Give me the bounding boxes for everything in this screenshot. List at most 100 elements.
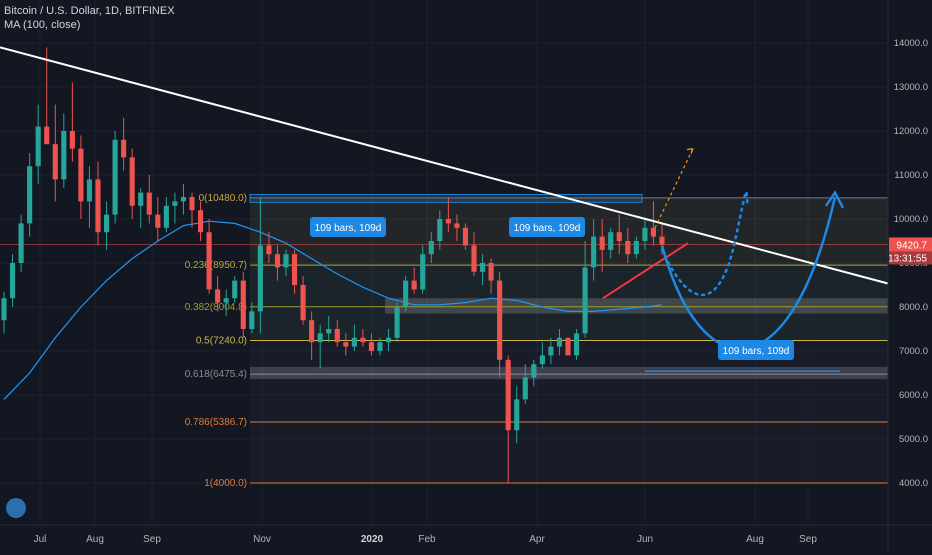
- fib-label: 0.236(8950.7): [185, 260, 247, 271]
- x-tick-label: Jun: [637, 534, 653, 545]
- candle-body: [138, 192, 144, 206]
- candle-body: [514, 399, 520, 431]
- x-tick-label: Jul: [34, 534, 47, 545]
- candle-body: [69, 131, 75, 149]
- symbol-title: Bitcoin / U.S. Dollar, 1D, BITFINEX: [4, 5, 175, 17]
- candle-body: [232, 280, 238, 299]
- candle-body: [633, 241, 639, 255]
- candle-body: [360, 337, 366, 343]
- candle-body: [240, 280, 246, 329]
- fib-band: [250, 265, 888, 341]
- candle-body: [608, 232, 614, 250]
- candle-body: [505, 359, 511, 431]
- candle-body: [283, 254, 289, 268]
- candle-body: [403, 280, 409, 307]
- candle-body: [573, 333, 580, 356]
- y-tick-label: 10000.0: [894, 214, 928, 225]
- candle-body: [445, 219, 451, 224]
- candle-body: [625, 241, 631, 255]
- candle-body: [599, 236, 605, 250]
- y-tick-label: 4000.0: [899, 478, 928, 489]
- candle-body: [291, 254, 298, 285]
- candle-body: [206, 232, 212, 290]
- chart-legend: Bitcoin / U.S. Dollar, 1D, BITFINEX MA (…: [4, 4, 175, 32]
- candle-body: [326, 329, 332, 334]
- countdown-tag: [889, 251, 932, 265]
- candle-body: [223, 298, 229, 303]
- annotation-label: 109 bars, 109d: [315, 223, 382, 234]
- rising-support-line: [602, 242, 689, 300]
- candle-body: [112, 139, 118, 215]
- candle-body: [317, 333, 323, 343]
- candle-body: [18, 223, 24, 263]
- projection-arrow-head: [686, 148, 694, 154]
- support-zone: [250, 366, 888, 380]
- candle-body: [215, 289, 221, 303]
- support-zone: [385, 298, 888, 314]
- candle-body: [35, 126, 41, 167]
- annotation-box: [718, 340, 794, 360]
- candle-body: [616, 232, 622, 241]
- fib-label: 0.5(7240.0): [196, 335, 247, 346]
- y-tick-label: 12000.0: [894, 126, 928, 137]
- candle-body: [163, 205, 169, 228]
- indicator-label: MA (100, close): [4, 19, 81, 31]
- candle-body: [155, 214, 161, 228]
- candle-body: [334, 329, 340, 343]
- candle-body: [266, 245, 272, 255]
- x-tick-label: Aug: [86, 534, 104, 545]
- candle-body: [522, 377, 528, 400]
- candle-body: [420, 254, 426, 290]
- annotation-box: [310, 217, 386, 237]
- annotation-box: [509, 217, 585, 237]
- candle-body: [479, 263, 486, 272]
- x-tick-label: Feb: [418, 534, 436, 545]
- candle-body: [86, 179, 93, 202]
- candle-body: [539, 355, 545, 365]
- candle-body: [394, 307, 400, 338]
- candle-body: [95, 179, 101, 233]
- candle-body: [78, 148, 84, 202]
- candle-body: [189, 197, 195, 211]
- candle-body: [249, 311, 255, 329]
- y-tick-label: 8000.0: [899, 302, 928, 313]
- candle-body: [582, 267, 588, 334]
- x-tick-label: Aug: [746, 534, 764, 545]
- candle-body: [61, 131, 67, 180]
- tradingview-logo-icon[interactable]: [6, 498, 26, 518]
- x-tick-label: Sep: [799, 534, 817, 545]
- candle-body: [428, 241, 434, 255]
- candle-body: [180, 197, 187, 202]
- x-tick-label: Apr: [529, 534, 545, 545]
- candle-body: [9, 263, 16, 299]
- candle-body: [548, 346, 554, 356]
- candle-body: [351, 337, 357, 347]
- candle-body: [454, 223, 460, 228]
- candle-body: [650, 227, 657, 237]
- candle-body: [44, 126, 50, 145]
- y-tick-label: 13000.0: [894, 82, 928, 93]
- candle-body: [1, 298, 7, 321]
- annotation-label: 109 bars, 109d: [723, 346, 790, 357]
- candle-body: [129, 157, 135, 206]
- y-tick-label: 7000.0: [899, 346, 928, 357]
- candle-body: [462, 227, 469, 246]
- candle-body: [471, 245, 477, 272]
- last-price-label: 9420.7: [896, 240, 927, 251]
- candle-body: [103, 214, 110, 233]
- candle-body: [146, 192, 152, 215]
- x-tick-label: 2020: [361, 534, 384, 545]
- x-tick-label: Nov: [253, 534, 271, 545]
- candle-body: [197, 210, 204, 233]
- fib-label: 1(4000.0): [204, 478, 247, 489]
- candle-body: [27, 166, 33, 224]
- y-tick-label: 11000.0: [894, 170, 928, 181]
- last-price-tag: [889, 237, 932, 252]
- annotation-label: 109 bars, 109d: [514, 223, 581, 234]
- candle-body: [488, 263, 494, 281]
- candle-body: [172, 201, 178, 206]
- candle-body: [121, 139, 127, 158]
- candle-body: [591, 236, 597, 268]
